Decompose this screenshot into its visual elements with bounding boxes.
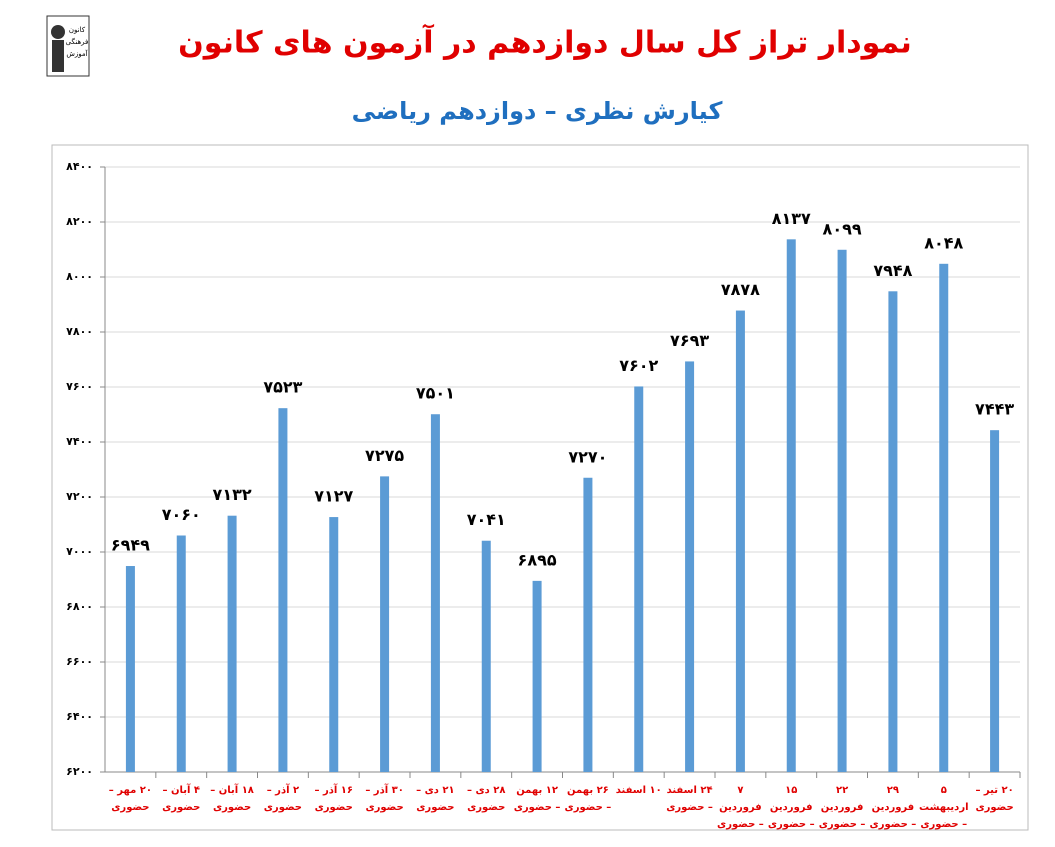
x-tick-label: ۲۸ دی – حضوری — [467, 785, 506, 813]
logo-text: فرهنگی — [66, 37, 89, 46]
bar — [380, 476, 390, 772]
x-tick-label: ۱۶ آذر – حضوری — [314, 785, 354, 813]
y-tick-label: ۷۸۰۰ — [66, 325, 93, 338]
value-label: ۷۱۳۲ — [213, 485, 252, 504]
bar — [786, 239, 796, 772]
bar — [430, 414, 440, 772]
y-tick-label: ۸۰۰۰ — [66, 270, 93, 283]
value-label: ۷۲۷۵ — [365, 446, 404, 465]
y-tick-label: ۷۶۰۰ — [66, 380, 93, 393]
x-tick-label: ۲۴ اسفند – حضوری — [666, 785, 713, 813]
x-tick-label: ۴ آبان – حضوری — [162, 785, 201, 813]
value-label: ۶۹۴۹ — [111, 536, 150, 555]
x-tick-label: ۵ اردیبهشت – حضوری — [918, 785, 969, 830]
y-tick-label: ۷۲۰۰ — [66, 490, 93, 503]
bar — [888, 291, 898, 772]
bar — [227, 515, 237, 772]
bar — [735, 310, 745, 772]
bar — [939, 263, 949, 772]
bar — [990, 430, 1000, 772]
x-tick-label: ۲۶ بهمن – حضوری — [564, 785, 612, 813]
bar — [125, 566, 135, 772]
y-tick-label: ۶۶۰۰ — [66, 655, 93, 668]
value-label: ۷۱۲۷ — [314, 487, 353, 506]
value-label: ۸۰۴۸ — [924, 233, 963, 252]
x-tick-label: ۷ فروردین – حضوری — [717, 785, 764, 830]
bar — [685, 361, 695, 772]
y-tick-label: ۷۰۰۰ — [66, 545, 93, 558]
bar — [634, 386, 644, 772]
x-tick-label: ۲۹ فروردین – حضوری — [869, 785, 917, 830]
y-tick-label: ۶۲۰۰ — [66, 765, 93, 778]
bar — [329, 517, 339, 772]
value-label: ۷۰۶۰ — [162, 505, 201, 524]
value-label: ۷۵۰۱ — [416, 384, 455, 403]
value-label: ۸۱۳۷ — [772, 209, 811, 228]
bar — [583, 477, 593, 772]
bar — [481, 540, 491, 772]
chart-title: نمودار تراز کل سال دوازدهم در آزمون های … — [178, 24, 912, 61]
value-label: ۷۵۲۳ — [263, 378, 302, 397]
x-tick-label: ۱۲ بهمن – حضوری — [513, 785, 561, 813]
x-tick-label: ۲۱ دی – حضوری — [416, 785, 455, 813]
value-label: ۷۸۷۸ — [721, 280, 760, 299]
y-tick-label: ۷۴۰۰ — [66, 435, 93, 448]
x-tick-label: ۱۵ فروردین – حضوری — [767, 785, 815, 830]
x-tick-label: ۳۰ آذر – حضوری — [365, 785, 404, 813]
value-label: ۸۰۹۹ — [823, 219, 862, 238]
x-tick-label: ۱۰ اسفند — [615, 785, 662, 796]
y-tick-label: ۶۸۰۰ — [66, 600, 93, 613]
x-tick-label: ۲۲ فروردین – حضوری — [818, 785, 866, 830]
x-tick-label: ۱۸ آبان – حضوری — [210, 785, 254, 813]
value-label: ۶۸۹۵ — [518, 550, 557, 569]
x-tick-label: ۲۰ تیر – حضوری — [975, 785, 1014, 813]
logo-text: آموزش — [66, 49, 88, 58]
logo-figure — [52, 40, 64, 72]
bar — [837, 249, 847, 772]
value-label: ۷۶۰۲ — [619, 356, 658, 375]
bar — [532, 580, 542, 772]
value-label: ۷۰۴۱ — [467, 510, 506, 529]
value-label: ۷۲۷۰ — [568, 447, 607, 466]
y-tick-label: ۶۴۰۰ — [66, 710, 93, 723]
chart-subtitle: کیارش نظری – دوازدهم ریاضی — [352, 97, 723, 125]
value-label: ۷۶۹۳ — [670, 331, 709, 350]
logo-figure — [51, 25, 65, 39]
x-tick-label: ۲۰ مهر – حضوری — [108, 785, 152, 813]
y-tick-label: ۸۲۰۰ — [66, 215, 93, 228]
x-tick-label: ۲ آذر – حضوری — [263, 785, 303, 813]
y-tick-label: ۸۴۰۰ — [66, 160, 93, 173]
value-label: ۷۹۴۸ — [873, 261, 912, 280]
bar — [176, 535, 186, 772]
logo-text: کانون — [69, 26, 86, 34]
bar — [278, 408, 288, 772]
value-label: ۷۴۴۳ — [975, 400, 1014, 419]
